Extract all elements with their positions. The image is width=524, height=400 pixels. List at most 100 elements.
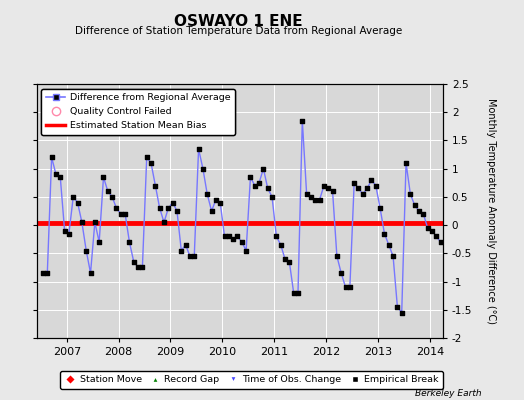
- Point: [229, 236, 237, 242]
- Point: [329, 188, 337, 194]
- Point: [289, 290, 298, 296]
- Point: [203, 191, 211, 197]
- Point: [432, 233, 441, 240]
- Point: [60, 228, 69, 234]
- Point: [346, 284, 354, 290]
- Point: [341, 284, 350, 290]
- Point: [406, 191, 414, 197]
- Point: [363, 185, 372, 192]
- Point: [129, 259, 138, 265]
- Point: [250, 182, 259, 189]
- Point: [138, 264, 147, 271]
- Point: [242, 247, 250, 254]
- Point: [56, 174, 64, 180]
- Point: [259, 166, 268, 172]
- Point: [441, 239, 449, 245]
- Point: [450, 278, 458, 285]
- Text: Difference of Station Temperature Data from Regional Average: Difference of Station Temperature Data f…: [75, 26, 402, 36]
- Point: [423, 225, 432, 231]
- Point: [393, 304, 401, 310]
- Point: [428, 228, 436, 234]
- Point: [237, 239, 246, 245]
- Point: [255, 180, 263, 186]
- Point: [307, 194, 315, 200]
- Point: [358, 191, 367, 197]
- Legend: Station Move, Record Gap, Time of Obs. Change, Empirical Break: Station Move, Record Gap, Time of Obs. C…: [60, 371, 443, 389]
- Point: [402, 160, 410, 166]
- Point: [320, 182, 328, 189]
- Point: [376, 205, 384, 211]
- Point: [285, 259, 293, 265]
- Point: [43, 270, 51, 276]
- Point: [454, 219, 462, 226]
- Point: [91, 219, 99, 226]
- Point: [294, 290, 302, 296]
- Point: [216, 199, 224, 206]
- Point: [212, 196, 220, 203]
- Point: [194, 146, 203, 152]
- Point: [156, 205, 164, 211]
- Point: [164, 205, 172, 211]
- Point: [48, 154, 56, 160]
- Point: [268, 194, 276, 200]
- Point: [436, 239, 445, 245]
- Point: [419, 211, 428, 217]
- Point: [147, 160, 155, 166]
- Point: [458, 196, 466, 203]
- Point: [324, 185, 332, 192]
- Point: [208, 208, 216, 214]
- Point: [233, 233, 242, 240]
- Point: [104, 188, 112, 194]
- Point: [52, 171, 60, 178]
- Point: [121, 211, 129, 217]
- Point: [143, 154, 151, 160]
- Point: [151, 182, 159, 189]
- Point: [168, 199, 177, 206]
- Point: [315, 196, 324, 203]
- Text: OSWAYO 1 ENE: OSWAYO 1 ENE: [174, 14, 303, 29]
- Point: [225, 233, 233, 240]
- Point: [246, 174, 255, 180]
- Point: [380, 230, 389, 237]
- Text: Berkeley Earth: Berkeley Earth: [416, 389, 482, 398]
- Point: [302, 191, 311, 197]
- Point: [410, 202, 419, 208]
- Point: [389, 253, 397, 259]
- Point: [398, 310, 406, 316]
- Point: [181, 242, 190, 248]
- Point: [190, 253, 199, 259]
- Point: [78, 219, 86, 226]
- Point: [173, 208, 181, 214]
- Point: [160, 219, 168, 226]
- Point: [199, 166, 207, 172]
- Point: [415, 208, 423, 214]
- Point: [354, 185, 363, 192]
- Point: [39, 270, 47, 276]
- Point: [311, 196, 320, 203]
- Point: [82, 247, 91, 254]
- Point: [277, 242, 285, 248]
- Point: [69, 194, 78, 200]
- Point: [385, 242, 393, 248]
- Point: [445, 276, 453, 282]
- Point: [298, 118, 307, 124]
- Point: [281, 256, 289, 262]
- Y-axis label: Monthly Temperature Anomaly Difference (°C): Monthly Temperature Anomaly Difference (…: [486, 98, 496, 324]
- Point: [134, 264, 143, 271]
- Point: [117, 211, 125, 217]
- Point: [272, 233, 280, 240]
- Point: [350, 180, 358, 186]
- Point: [95, 239, 103, 245]
- Point: [462, 199, 471, 206]
- Point: [467, 202, 475, 208]
- Point: [73, 199, 82, 206]
- Point: [367, 177, 376, 183]
- Legend: Difference from Regional Average, Quality Control Failed, Estimated Station Mean: Difference from Regional Average, Qualit…: [41, 89, 235, 135]
- Point: [337, 270, 345, 276]
- Point: [86, 270, 95, 276]
- Point: [112, 205, 121, 211]
- Point: [185, 253, 194, 259]
- Point: [177, 247, 185, 254]
- Point: [65, 230, 73, 237]
- Point: [220, 233, 228, 240]
